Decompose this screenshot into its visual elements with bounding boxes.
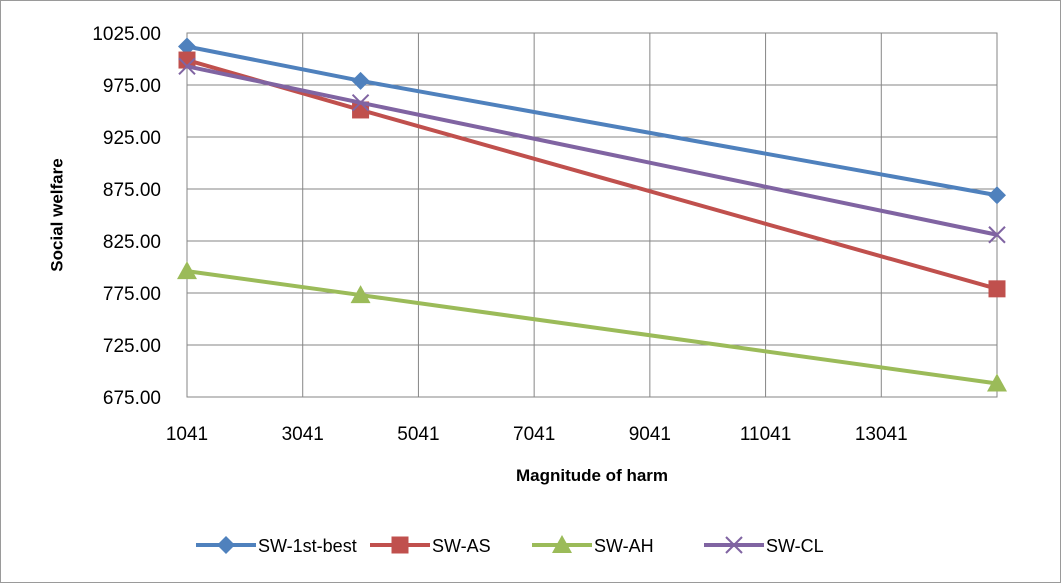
legend-item: SW-AH (532, 535, 654, 556)
x-marker-stroke (725, 536, 743, 554)
y-tick-label: 975.00 (103, 76, 161, 97)
x-tick-label: 7041 (513, 424, 555, 445)
series-sw-1st-best (178, 37, 1006, 205)
series-sw-cl (178, 57, 1006, 244)
y-tick-label: 925.00 (103, 128, 161, 149)
data-point (988, 226, 1006, 244)
legend-item: SW-AS (370, 536, 491, 556)
x-tick-label: 9041 (629, 424, 671, 445)
y-axis-title: Social welfare (47, 158, 66, 271)
x-marker-stroke (351, 93, 370, 112)
x-tick-label: 3041 (282, 424, 324, 445)
y-tick-label: 725.00 (103, 336, 161, 357)
plot-area-border (186, 32, 998, 398)
x-marker-stroke (988, 226, 1006, 244)
legend-label: SW-CL (766, 536, 824, 556)
series-line (186, 269, 998, 386)
y-tick-label: 1025.00 (92, 24, 161, 45)
data-point (178, 51, 196, 69)
data-point (988, 280, 1006, 298)
y-tick-label: 825.00 (103, 232, 161, 253)
series-sw-ah (177, 261, 1007, 392)
legend: SW-1st-best SW-AS SW-AH SW-CL (196, 535, 824, 556)
legend-label: SW-AS (432, 536, 491, 556)
y-tick-label: 775.00 (103, 284, 161, 305)
x-axis-title: Magnitude of harm (516, 466, 668, 485)
data-point (178, 57, 196, 75)
x-tick-label: 11041 (740, 424, 791, 445)
x-tick-labels: 1041 3041 5041 7041 9041 11041 13041 (166, 424, 908, 445)
data-point (350, 285, 371, 304)
legend-marker (217, 536, 235, 554)
x-tick-label: 5041 (397, 424, 439, 445)
data-point (351, 93, 370, 112)
data-point (178, 37, 196, 56)
data-point (177, 261, 197, 280)
legend-item: SW-CL (704, 536, 824, 556)
x-tick-label: 1041 (166, 424, 208, 445)
y-tick-labels: 675.00 725.00 775.00 825.00 875.00 925.00 975.… (92, 24, 161, 409)
data-point (988, 186, 1006, 205)
data-point (351, 71, 370, 90)
legend-item: SW-1st-best (196, 536, 357, 556)
data-point (987, 373, 1007, 392)
legend-marker (552, 535, 572, 553)
legend-label: SW-AH (594, 536, 654, 556)
grid-lines (186, 32, 998, 398)
x-marker-stroke (178, 57, 196, 75)
series-layer (177, 37, 1007, 392)
legend-marker (725, 536, 743, 554)
legend-marker (391, 536, 409, 554)
y-tick-label: 875.00 (103, 180, 161, 201)
legend-label: SW-1st-best (258, 536, 357, 556)
y-tick-label: 675.00 (103, 388, 161, 409)
series-line (186, 64, 998, 237)
x-tick-label: 13041 (855, 424, 908, 445)
